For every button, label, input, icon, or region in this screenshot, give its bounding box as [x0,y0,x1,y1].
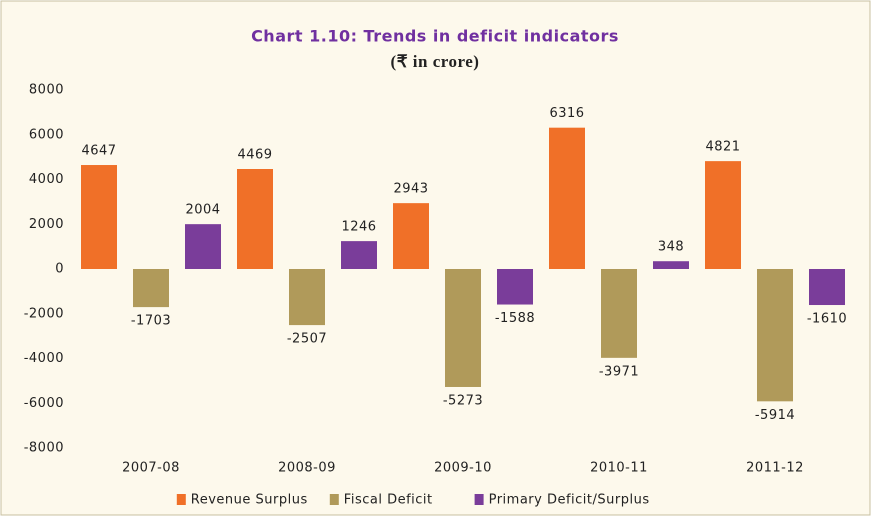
bar [81,165,117,269]
x-tick-label: 2011-12 [746,461,804,476]
value-label: -5273 [443,393,483,408]
y-tick-label: 2000 [29,217,64,232]
bar [601,269,637,358]
value-label: -5914 [755,408,795,423]
bar [185,224,221,269]
legend-swatch [329,494,339,505]
bar [341,241,377,269]
value-label: 4821 [705,140,740,155]
chart-title: Chart 1.10: Trends in deficit indicators [251,27,619,46]
value-label: -1588 [495,311,535,326]
bar [133,269,169,308]
value-label: 1246 [341,220,376,235]
y-tick-label: 4000 [29,172,64,187]
x-tick-label: 2009-10 [434,461,492,476]
y-tick-label: -2000 [24,306,64,321]
y-tick-label: -8000 [24,441,64,456]
legend-swatch [474,494,484,505]
x-tick-label: 2010-11 [590,461,648,476]
chart-subtitle: (₹ in crore) [391,52,480,71]
x-tick-label: 2008-09 [278,461,336,476]
value-label: -3971 [599,364,639,379]
value-label: -1703 [131,314,171,329]
value-label: -2507 [287,332,327,347]
value-label: 4469 [237,148,272,163]
value-label: -1610 [807,312,847,327]
bar [289,269,325,326]
value-label: 6316 [549,106,584,121]
y-tick-label: -4000 [24,351,64,366]
bar [809,269,845,306]
bar [705,161,741,269]
legend-label: Revenue Surplus [191,493,308,508]
x-tick-label: 2007-08 [122,461,180,476]
y-tick-label: 0 [55,262,64,277]
bar [757,269,793,402]
bar [549,127,585,269]
bar [497,269,533,305]
y-tick-label: -6000 [24,396,64,411]
bar [393,203,429,269]
value-label: 348 [658,240,684,255]
y-tick-label: 8000 [29,83,64,98]
y-tick-label: 6000 [29,127,64,142]
bar [445,269,481,387]
legend-swatch [176,494,186,505]
bar [653,261,689,269]
legend-label: Primary Deficit/Surplus [489,493,650,508]
legend-label: Fiscal Deficit [344,493,433,508]
value-label: 2004 [185,203,220,218]
bar [237,169,273,269]
value-label: 4647 [81,144,116,159]
value-label: 2943 [393,182,428,197]
